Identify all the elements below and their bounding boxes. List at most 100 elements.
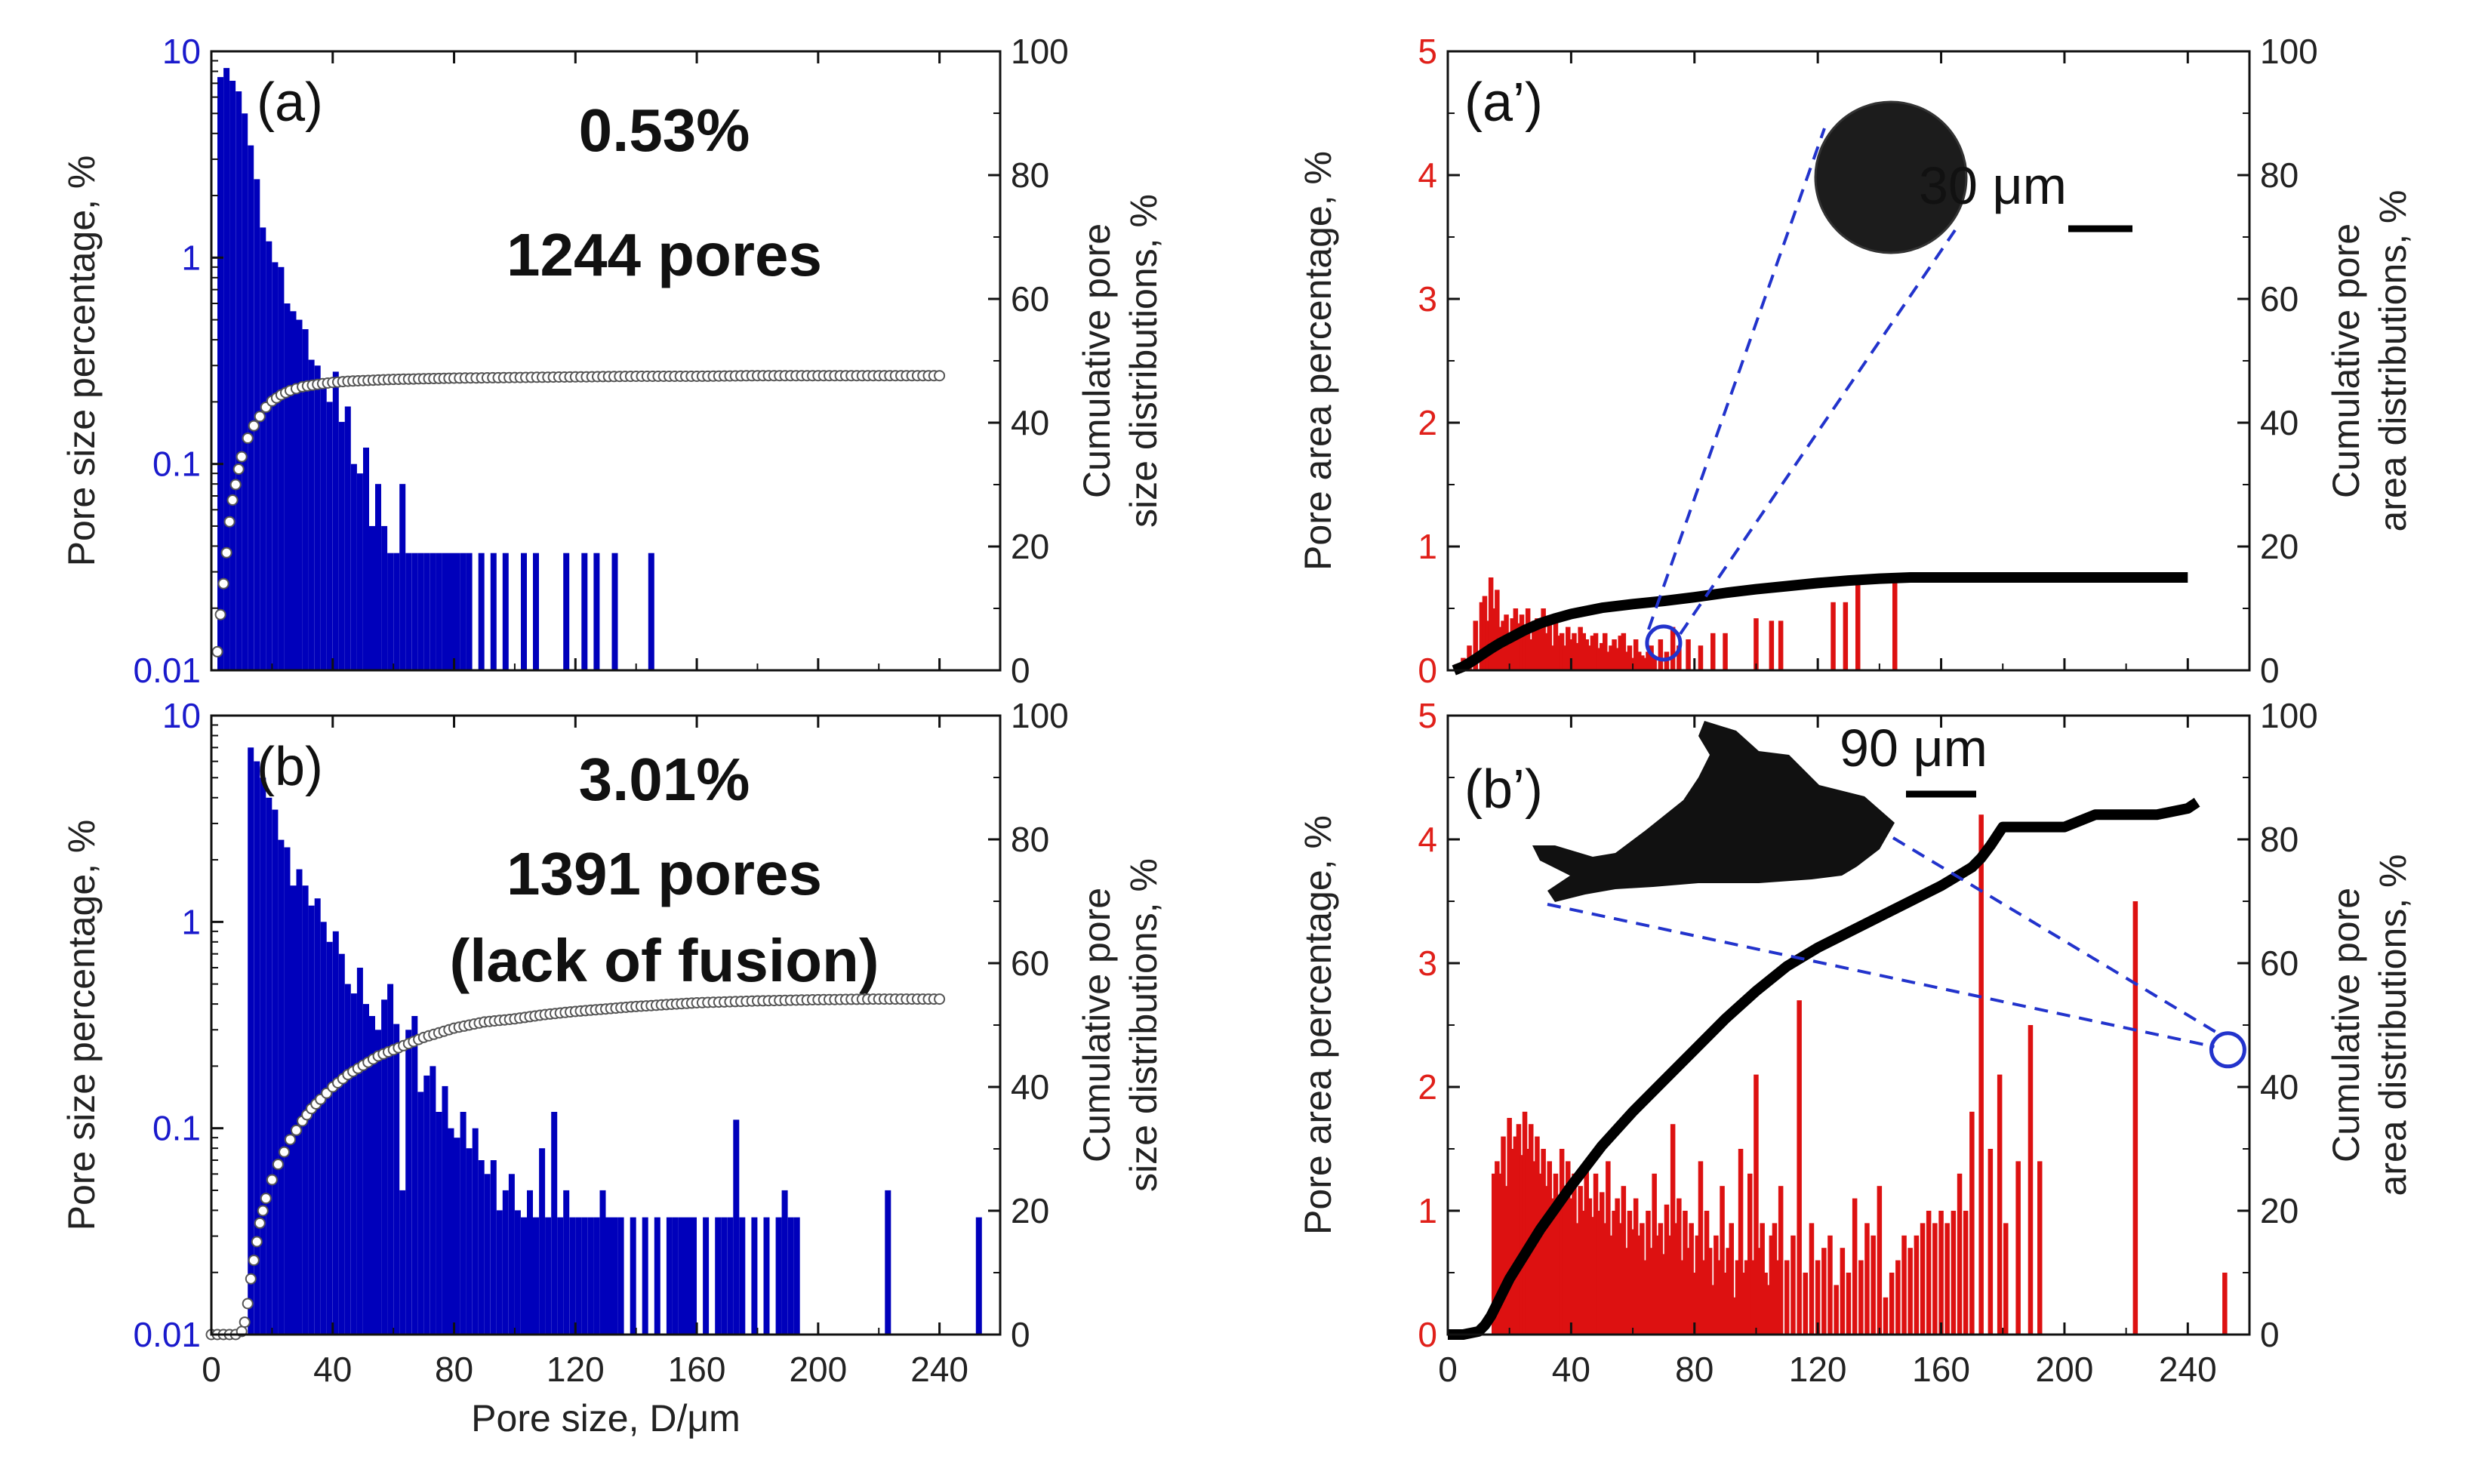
bar [1677, 1198, 1682, 1335]
bar [1720, 1186, 1725, 1335]
bar [1750, 1260, 1756, 1335]
bar [1547, 1161, 1552, 1335]
bar [284, 303, 291, 670]
bar [229, 81, 236, 670]
x-tick-label: 200 [2036, 1350, 2094, 1389]
bar [338, 953, 345, 1335]
bar [1664, 1204, 1670, 1335]
bar [1559, 633, 1565, 670]
bar [399, 1190, 406, 1335]
y-tick-label: 3 [1418, 944, 1437, 983]
bar [1815, 1260, 1821, 1335]
bar [393, 1024, 400, 1335]
x-axis [1446, 51, 2189, 670]
bar [332, 931, 339, 1335]
bar [466, 1148, 473, 1335]
y-tick-label: 2 [1418, 1067, 1437, 1107]
bar [1600, 1192, 1605, 1335]
bar [1593, 1173, 1599, 1335]
bar [436, 1112, 442, 1335]
bar [1516, 623, 1522, 670]
bar [2028, 1025, 2034, 1335]
bar [490, 553, 497, 670]
bar [490, 1160, 497, 1335]
x-axis: 0 40 80 120 160 200 240 [1438, 716, 2217, 1389]
bar [611, 1217, 618, 1335]
bar [1646, 1211, 1651, 1335]
bar [533, 553, 539, 670]
bar [514, 1210, 521, 1335]
x-tick-label: 0 [1438, 1350, 1458, 1389]
cumulative-point [254, 411, 266, 423]
cumulative-point [232, 463, 245, 475]
bar [1516, 1124, 1522, 1335]
pore-image [1814, 100, 1968, 254]
y2-tick-label: 80 [2260, 820, 2299, 859]
bar [1618, 1223, 1623, 1335]
bar [1920, 1223, 1926, 1335]
bar [296, 869, 303, 1335]
cumulative-line [1448, 797, 2200, 1340]
bar [1754, 1074, 1759, 1335]
x-tick-label: 40 [1552, 1350, 1590, 1389]
y-axis-left: 0.01 0.1 1 10 [133, 696, 223, 1354]
bar [1932, 1223, 1938, 1335]
bar [405, 553, 412, 670]
bar [1581, 1211, 1586, 1335]
bar [375, 1030, 381, 1335]
y2-tick-label: 40 [1011, 403, 1049, 442]
bar [763, 1217, 770, 1335]
bar [260, 227, 266, 670]
bar [1633, 1198, 1639, 1335]
bar [272, 262, 279, 670]
cumulative-point [220, 546, 232, 559]
y2-axis-label-line: size distributions, % [1122, 194, 1165, 528]
bar [430, 1066, 436, 1335]
bar [1710, 633, 1716, 670]
y-tick-label: 0 [1418, 651, 1437, 690]
bar [1938, 1211, 1944, 1335]
bar [1637, 651, 1642, 670]
bar [338, 421, 345, 670]
bar [1627, 645, 1633, 670]
bar [260, 777, 266, 1335]
bar [2222, 1273, 2228, 1335]
y2-tick-label: 20 [1011, 1191, 1049, 1230]
bar [521, 553, 527, 670]
bar [1877, 1186, 1883, 1335]
bar [430, 553, 436, 670]
panel-label: (b’) [1464, 759, 1543, 820]
bar [2132, 901, 2138, 1335]
bar [1667, 1235, 1673, 1335]
bar [302, 329, 309, 670]
bar [387, 984, 394, 1335]
bar [1834, 1285, 1839, 1335]
y2-axis-label: Cumulative pore area distributions, % [2325, 189, 2414, 531]
bar [1843, 602, 1849, 670]
bar [248, 747, 254, 1335]
bar [1593, 633, 1599, 670]
bar [775, 1217, 782, 1335]
bar [1538, 1173, 1543, 1335]
bar [1864, 1223, 1870, 1335]
bar [1624, 1248, 1630, 1335]
cumulative-point [254, 1217, 266, 1229]
bar [527, 1190, 533, 1335]
y-tick-label: 0.01 [133, 1315, 201, 1354]
bar [442, 1085, 448, 1335]
bar [617, 1217, 624, 1335]
bar [1723, 1273, 1728, 1335]
bar [1572, 1173, 1577, 1335]
x-tick-label: 0 [202, 1350, 221, 1389]
y2-tick-label: 60 [1011, 279, 1049, 319]
annotation: 3.01% [579, 746, 750, 813]
y2-axis-label-line: Cumulative pore [1076, 223, 1118, 498]
bar [381, 525, 388, 670]
bar [1643, 657, 1648, 670]
bar [1529, 1124, 1534, 1335]
bar [1544, 1186, 1549, 1335]
cumulative-series [1452, 572, 2188, 676]
bar [715, 1217, 722, 1335]
connector-line [1547, 903, 2215, 1048]
bar [1522, 633, 1528, 670]
